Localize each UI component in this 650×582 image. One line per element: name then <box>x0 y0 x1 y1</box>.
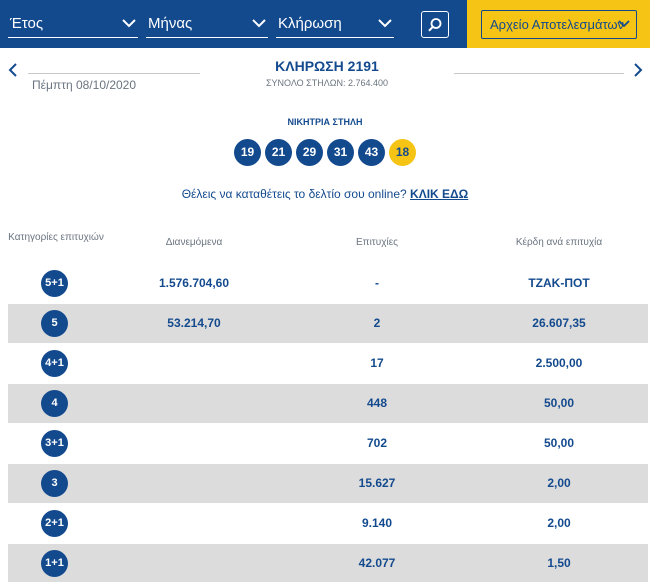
number-ball: 43 <box>358 139 385 166</box>
header-distributed: Διανεμόμενα <box>165 237 223 248</box>
prize-per-winner: ΤΖΑΚ-ΠΟΤ <box>528 276 590 290</box>
draw-date: Πέμπτη 08/10/2020 <box>32 78 137 92</box>
archive-dropdown-label: Αρχείο Αποτελεσμάτων <box>490 17 625 32</box>
distributed-amount: 1.576.704,60 <box>158 276 230 290</box>
search-button[interactable] <box>421 11 449 38</box>
archive-panel: Αρχείο Αποτελεσμάτων <box>467 0 650 48</box>
header-prize: Κέρδη ανά επιτυχία <box>515 237 603 248</box>
number-ball: 19 <box>234 139 261 166</box>
joker-ball: 18 <box>389 139 416 166</box>
divider <box>28 73 200 74</box>
winning-column-label: ΝΙΚΗΤΡΙΑ ΣΤΗΛΗ <box>287 117 363 127</box>
table-row: 3+1 702 50,00 <box>8 424 648 463</box>
chevron-down-icon <box>252 10 266 38</box>
category-badge: 2+1 <box>41 510 68 537</box>
header-winners: Επιτυχίες <box>356 237 398 248</box>
draw-title: ΚΛΗΡΩΣΗ 2191 <box>275 58 379 74</box>
prize-per-winner: 50,00 <box>543 436 575 450</box>
table-row: 5+1 1.576.704,60 - ΤΖΑΚ-ΠΟΤ <box>8 264 648 303</box>
winners-count: 17 <box>370 356 384 370</box>
table-row: 4+1 17 2.500,00 <box>8 344 648 383</box>
number-ball: 31 <box>327 139 354 166</box>
header-category: Κατηγορίες επιτυχιών <box>8 232 104 243</box>
draw-dropdown[interactable]: Κλήρωση <box>276 10 394 38</box>
table-row: 5 53.214,70 2 26.607,35 <box>8 304 648 343</box>
distributed-amount: 53.214,70 <box>167 316 221 330</box>
prize-per-winner: 1,50 <box>547 556 571 570</box>
category-badge: 5+1 <box>41 270 68 297</box>
chevron-down-icon <box>618 11 630 28</box>
prize-per-winner: 50,00 <box>543 396 575 410</box>
search-icon <box>422 17 448 33</box>
chevron-left-icon <box>8 62 24 78</box>
chevron-right-icon <box>633 62 649 78</box>
category-badge: 4 <box>41 390 68 417</box>
chevron-down-icon <box>378 10 392 38</box>
winners-count: 42.077 <box>358 556 396 570</box>
results-table: 5+1 1.576.704,60 - ΤΖΑΚ-ΠΟΤ 5 53.214,70 … <box>8 264 648 582</box>
winners-count: - <box>375 276 379 290</box>
winners-count: 9.140 <box>361 516 393 530</box>
number-ball: 29 <box>296 139 323 166</box>
prize-per-winner: 2,00 <box>547 476 571 490</box>
month-dropdown[interactable]: Μήνας <box>146 10 268 38</box>
winners-count: 702 <box>366 436 388 450</box>
month-dropdown-label: Μήνας <box>148 15 193 32</box>
prize-per-winner: 2.500,00 <box>535 356 583 370</box>
total-columns: ΣΥΝΟΛΟ ΣΤΗΛΩΝ: 2.764.400 <box>265 78 389 88</box>
filter-bar: Έτος Μήνας Κλήρωση Αρχείο Αποτελεσμάτων <box>0 0 650 48</box>
category-badge: 4+1 <box>41 350 68 377</box>
divider <box>454 73 624 74</box>
previous-draw-button[interactable] <box>8 62 24 82</box>
next-draw-button[interactable] <box>633 62 649 82</box>
winners-count: 15.627 <box>358 476 396 490</box>
table-row: 1+1 42.077 1,50 <box>8 544 648 582</box>
online-ticket-text: Θέλεις να καταθέτεις το δελτίο σου onlin… <box>181 187 407 201</box>
chevron-down-icon <box>122 10 136 38</box>
category-badge: 3+1 <box>41 430 68 457</box>
winners-count: 2 <box>373 316 381 330</box>
winners-count: 448 <box>366 396 388 410</box>
year-dropdown[interactable]: Έτος <box>8 10 138 38</box>
table-row: 3 15.627 2,00 <box>8 464 648 503</box>
online-ticket-prompt: Θέλεις να καταθέτεις το δελτίο σου onlin… <box>0 187 650 201</box>
prize-per-winner: 2,00 <box>547 516 571 530</box>
archive-dropdown[interactable]: Αρχείο Αποτελεσμάτων <box>481 10 637 39</box>
category-badge: 3 <box>41 470 68 497</box>
prize-per-winner: 26.607,35 <box>532 316 586 330</box>
results-table-header: Κατηγορίες επιτυχιών Διανεμόμενα Επιτυχί… <box>8 225 648 263</box>
year-dropdown-label: Έτος <box>10 15 44 32</box>
click-here-link[interactable]: ΚΛΙΚ ΕΔΩ <box>410 187 469 201</box>
category-badge: 5 <box>41 310 68 337</box>
draw-dropdown-label: Κλήρωση <box>278 15 342 32</box>
table-row: 4 448 50,00 <box>8 384 648 423</box>
number-ball: 21 <box>265 139 292 166</box>
winning-numbers: 19 21 29 31 43 18 <box>0 139 650 166</box>
category-badge: 1+1 <box>41 550 68 577</box>
table-row: 2+1 9.140 2,00 <box>8 504 648 543</box>
